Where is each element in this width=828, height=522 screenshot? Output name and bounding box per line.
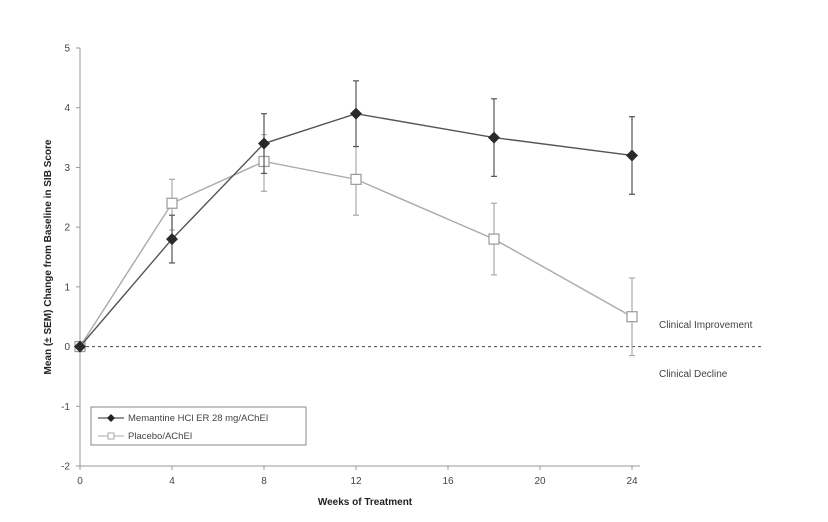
y-tick-label: 1 [64, 282, 70, 293]
data-point [488, 131, 500, 144]
series-layer [74, 80, 638, 357]
data-point [350, 173, 362, 185]
y-axis-label: Mean (± SEM) Change from Baseline in SIB… [43, 139, 54, 374]
legend-label-placebo: Placebo/AChEI [128, 431, 192, 442]
series-line [79, 160, 633, 347]
annotation-clinical-improvement: Clinical Improvement [659, 320, 753, 331]
data-point [258, 137, 270, 150]
data-point [626, 311, 638, 323]
legend-label-memantine: Memantine HCl ER 28 mg/AChEI [128, 413, 268, 424]
y-tick-label: 4 [64, 103, 70, 114]
x-tick-label: 0 [77, 476, 83, 487]
series-placebo [74, 133, 638, 357]
data-point [488, 233, 500, 245]
series-memantine [74, 80, 638, 353]
legend-box [90, 406, 307, 446]
data-point [166, 233, 178, 246]
data-point [626, 149, 638, 162]
annotation-clinical-decline: Clinical Decline [659, 369, 728, 380]
y-tick-label: 2 [64, 223, 70, 234]
x-tick-label: 4 [169, 476, 175, 487]
data-point [166, 197, 178, 209]
x-tick-label: 12 [350, 476, 362, 487]
legend-marker-memantine [107, 414, 115, 422]
x-tick-label: 16 [442, 476, 454, 487]
x-tick-label: 24 [626, 476, 638, 487]
legend: Memantine HCl ER 28 mg/AChEI Placebo/ACh… [90, 406, 307, 446]
legend-marker-placebo [107, 432, 115, 440]
series-line [79, 112, 633, 348]
y-tick-label: -2 [61, 462, 70, 473]
data-point [74, 340, 86, 353]
x-tick-label: 8 [261, 476, 267, 487]
x-tick-label: 20 [534, 476, 546, 487]
y-tick-label: 5 [64, 44, 70, 55]
y-tick-label: -1 [61, 402, 70, 413]
axes [76, 47, 762, 470]
data-point [350, 107, 362, 120]
x-axis-label: Weeks of Treatment [318, 497, 413, 508]
y-tick-label: 0 [64, 342, 70, 353]
y-tick-label: 3 [64, 163, 70, 174]
